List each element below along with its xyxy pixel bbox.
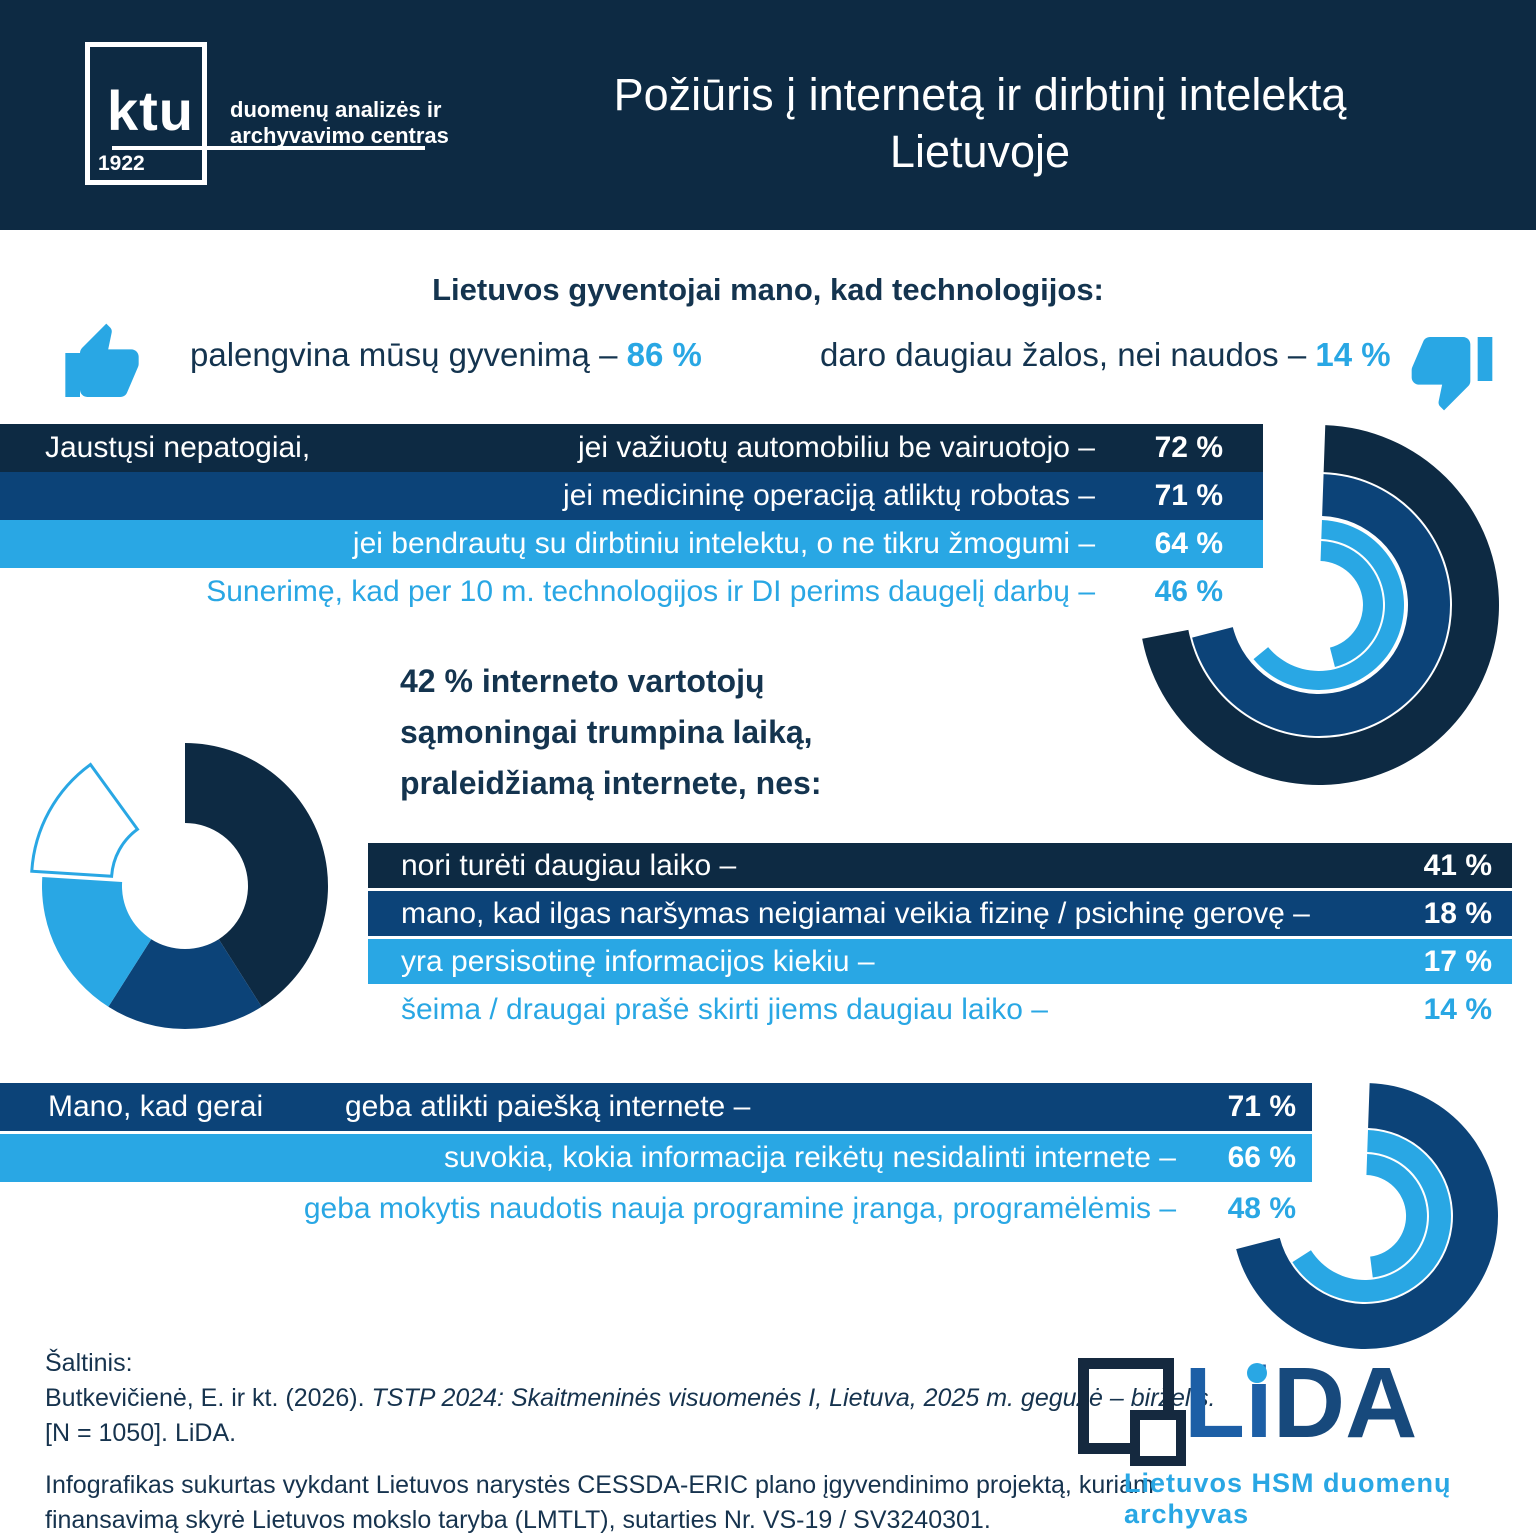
lida-i-dot — [1247, 1363, 1268, 1383]
bar-row: geba mokytis naudotis nauja programine į… — [0, 1185, 1312, 1233]
bar-row: šeima / draugai prašė skirti jiems daugi… — [368, 987, 1512, 1032]
bar-label: jei važiuotų automobiliu be vairuotojo – — [578, 431, 1095, 464]
bar-value: 71 % — [1154, 479, 1223, 512]
bar-label: mano, kad ilgas naršymas neigiamai veiki… — [401, 896, 1310, 930]
section-skills-intro: Mano, kad gerai — [48, 1090, 264, 1123]
ktu-logo-acronym: ktu — [107, 79, 194, 142]
bar-value: 14 % — [1423, 992, 1492, 1026]
section-reasons-heading-line2: sąmoningai trumpina laiką, — [400, 714, 813, 750]
stat-positive-value: 86 % — [626, 336, 702, 373]
thumbs-up-icon — [65, 323, 139, 397]
source-label: Šaltinis: — [45, 1349, 133, 1377]
header-band: ktu 1922 duomenų analizės ir archyvavimo… — [0, 0, 1536, 230]
thumbs-down-icon — [1411, 337, 1493, 411]
footer-source: Šaltinis: Butkevičienė, E. ir kt. (2026)… — [45, 1346, 1216, 1536]
ktu-logo-year: 1922 — [98, 152, 145, 175]
lida-tagline: Lietuvos HSM duomenų archyvas — [1124, 1468, 1452, 1529]
bar-value: 46 % — [1154, 575, 1223, 608]
citation-normal: Butkevičienė, E. ir kt. (2026). — [45, 1384, 372, 1412]
radial-bar-segment — [1292, 1130, 1452, 1302]
citation-line1: Butkevičienė, E. ir kt. (2026). TSTP 202… — [45, 1381, 1216, 1416]
bar-row: jei bendrautų su dirbtiniu intelektu, o … — [0, 520, 1263, 568]
bar-value: 66 % — [1227, 1141, 1296, 1174]
stat-negative-value: 14 % — [1315, 336, 1391, 373]
page-title-line1: Požiūris į internetą ir dirbtinį intelek… — [613, 69, 1347, 120]
bar-value: 72 % — [1154, 431, 1223, 464]
lida-logo: Li DA Lietuvos HSM duomenų archyvas — [1072, 1347, 1512, 1529]
bar-row: jei medicininę operaciją atliktų robotas… — [0, 472, 1263, 520]
stat-positive-label: palengvina mūsų gyvenimą – — [190, 336, 618, 373]
section-discomfort-intro: Jaustųsi nepatogiai, — [45, 431, 311, 464]
bar-value: 48 % — [1227, 1192, 1296, 1225]
funding-line1: Infografikas sukurtas vykdant Lietuvos n… — [45, 1471, 1154, 1499]
bar-label: šeima / draugai prašė skirti jiems daugi… — [401, 992, 1048, 1026]
bar-value: 71 % — [1227, 1090, 1296, 1123]
bar-label: Sunerimę, kad per 10 m. technologijos ir… — [206, 575, 1095, 608]
intro-heading: Lietuvos gyventojai mano, kad technologi… — [432, 272, 1104, 307]
page-title: Požiūris į internetą ir dirbtinį intelek… — [424, 66, 1536, 180]
bar-row: nori turėti daugiau laiko – 41 % — [368, 843, 1512, 888]
section-discomfort: Jaustųsi nepatogiai, jei važiuotų automo… — [0, 424, 1263, 616]
bar-label: geba mokytis naudotis nauja programine į… — [303, 1192, 1176, 1225]
lida-letter-i: i — [1245, 1347, 1273, 1459]
section-reasons-heading: 42 % interneto vartotojų sąmoningai trum… — [400, 656, 821, 809]
lida-logo-square-big — [1078, 1358, 1174, 1454]
ktu-department-line2: archyvavimo centras — [230, 123, 449, 148]
bar-label: nori turėti daugiau laiko – — [401, 848, 737, 882]
section-reasons-heading-line3: praleidžiamą internete, nes: — [400, 765, 822, 801]
stat-negative-label: daro daugiau žalos, nei naudos – — [820, 336, 1307, 373]
ktu-logo — [85, 42, 207, 185]
section-reasons: nori turėti daugiau laiko – 41 % mano, k… — [368, 843, 1512, 1035]
bar-value: 64 % — [1154, 527, 1223, 560]
donut-segment — [108, 939, 262, 1029]
bar-row: Mano, kad gerai geba atlikti paiešką int… — [0, 1083, 1312, 1131]
ktu-logo-rule — [112, 146, 425, 150]
page-title-line2: Lietuvoje — [889, 126, 1071, 177]
lida-wordmark: Li DA — [1184, 1346, 1417, 1461]
radial-bar-segment — [1366, 1154, 1427, 1278]
bar-row: Jaustųsi nepatogiai, jei važiuotų automo… — [0, 424, 1263, 472]
bar-row: suvokia, kokia informacija reikėtų nesid… — [0, 1134, 1312, 1182]
bar-label: geba atlikti paiešką internete – — [345, 1090, 751, 1123]
bar-row: Sunerimę, kad per 10 m. technologijos ir… — [0, 568, 1263, 616]
funding-line2: finansavimą skyrė Lietuvos mokslo taryba… — [45, 1506, 991, 1534]
ktu-department-name: duomenų analizės ir archyvavimo centras — [230, 97, 449, 149]
donut-segment — [41, 877, 152, 1007]
radial-bar-segment — [1253, 520, 1405, 690]
ktu-department-line1: duomenų analizės ir — [230, 97, 442, 122]
donut-segment — [185, 743, 328, 1007]
citation-line2: [N = 1050]. LiDA. — [45, 1419, 237, 1447]
radial-bar-segment — [1320, 541, 1384, 667]
bar-label: jei bendrautų su dirbtiniu intelektu, o … — [352, 527, 1095, 560]
bar-row: yra persisotinę informacijos kiekiu – 17… — [368, 939, 1512, 984]
stat-positive: palengvina mūsų gyvenimą – 86 % — [190, 336, 702, 374]
lida-letters-da: DA — [1272, 1347, 1418, 1459]
bar-value: 18 % — [1423, 896, 1492, 930]
bar-row: mano, kad ilgas naršymas neigiamai veiki… — [368, 891, 1512, 936]
bar-label: jei medicininę operaciją atliktų robotas… — [563, 479, 1095, 512]
bar-label: suvokia, kokia informacija reikėtų nesid… — [443, 1141, 1176, 1174]
stat-negative: daro daugiau žalos, nei naudos – 14 % — [820, 336, 1391, 374]
lida-letter-l: L — [1184, 1347, 1246, 1459]
bar-value: 41 % — [1423, 848, 1492, 882]
donut-chart-reasons — [30, 743, 328, 1029]
bar-label: yra persisotinę informacijos kiekiu – — [401, 944, 875, 978]
donut-segment — [30, 762, 140, 878]
lida-logo-square-small — [1130, 1410, 1186, 1466]
section-skills: Mano, kad gerai geba atlikti paiešką int… — [0, 1083, 1312, 1236]
bar-value: 17 % — [1423, 944, 1492, 978]
section-reasons-heading-line1: 42 % interneto vartotojų — [400, 663, 765, 699]
citation-italic: TSTP 2024: Skaitmeninės visuomenės I, Li… — [371, 1384, 1216, 1412]
